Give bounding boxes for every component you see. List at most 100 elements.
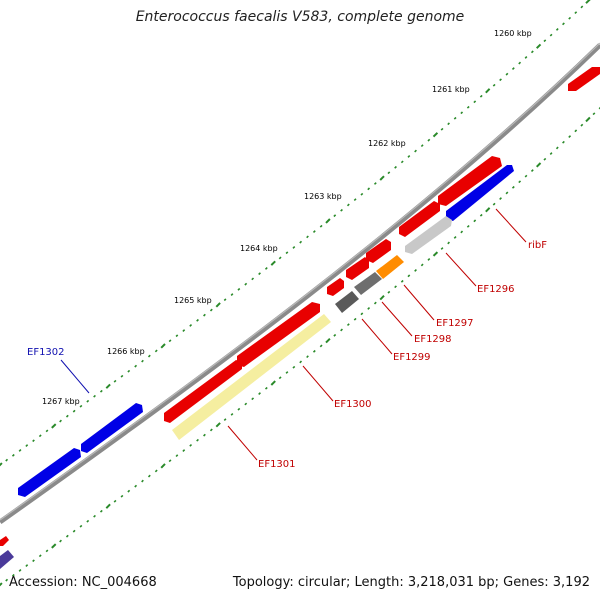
guide-dot: [141, 479, 144, 483]
feature-red-1[interactable]: [438, 156, 502, 206]
guide-dot: [11, 573, 15, 577]
guide-dot: [340, 328, 343, 332]
guide-dot: [555, 146, 559, 150]
guide-dot: [524, 56, 528, 59]
guide-dot: [113, 379, 117, 383]
gene-label-EF1300: EF1300: [334, 399, 372, 410]
guide-dot: [264, 386, 268, 390]
guide-dot: [105, 383, 111, 389]
feature-purple-bottom[interactable]: [0, 550, 14, 569]
guide-dot: [518, 180, 522, 184]
guide-dot: [585, 0, 591, 4]
guide-dot: [264, 267, 268, 270]
tick-label-1260: 1260 kbp: [494, 29, 532, 38]
feature-red-bottom[interactable]: [0, 536, 9, 546]
guide-dot: [460, 111, 464, 115]
guide-dot: [360, 192, 364, 196]
guide-dot: [535, 43, 542, 49]
guide-dot: [319, 224, 323, 228]
guide-dot: [432, 251, 439, 257]
feature-red-5[interactable]: [327, 278, 344, 296]
feature-red-top[interactable]: [568, 67, 600, 91]
guide-dot: [524, 174, 528, 178]
feature-EF1296[interactable]: [405, 216, 452, 254]
tick-label-1265: 1265 kbp: [174, 296, 212, 305]
guide-dot: [585, 116, 591, 123]
guide-dot: [127, 369, 131, 373]
guide-dot: [333, 214, 337, 218]
guide-dot: [440, 247, 444, 250]
guide-dot: [154, 349, 158, 353]
guide-dot: [120, 374, 124, 378]
guide-dot: [270, 380, 276, 386]
guide-dot: [379, 175, 385, 181]
dotted-guide-lines: [0, 0, 600, 587]
guide-dot: [160, 343, 166, 349]
guide-dot: [79, 404, 83, 408]
guide-dot: [555, 28, 559, 31]
feature-EF1302-b[interactable]: [18, 448, 81, 497]
guide-dot: [113, 499, 117, 503]
guide-dot: [479, 213, 483, 217]
guide-dot: [379, 295, 385, 301]
guide-dot: [258, 392, 261, 395]
guide-dot: [325, 218, 331, 224]
guide-dot: [196, 438, 199, 442]
tick-label-1261: 1261 kbp: [432, 85, 470, 94]
guide-dot: [473, 219, 477, 223]
guide-dot: [447, 241, 450, 245]
guide-dot: [580, 5, 584, 9]
guide-dot: [453, 116, 457, 120]
feature-red-2[interactable]: [399, 201, 440, 237]
guide-dot: [549, 152, 553, 155]
guide-dot: [93, 514, 96, 518]
guide-dot: [562, 140, 565, 144]
guide-dot: [105, 503, 111, 509]
tick-label-1263: 1263 kbp: [304, 192, 342, 201]
guide-dot: [182, 449, 186, 452]
guide-dot: [51, 543, 57, 549]
feature-EF1301[interactable]: [172, 314, 331, 440]
guide-dot: [147, 474, 151, 478]
feature-red-3[interactable]: [366, 239, 391, 263]
guide-dot: [518, 61, 522, 65]
label-leader-EF1302: [60, 359, 90, 394]
tick-label-1262: 1262 kbp: [368, 139, 406, 148]
guide-dot: [543, 39, 547, 43]
guide-dot: [45, 429, 49, 433]
guide-dot: [466, 105, 470, 109]
guide-dot: [420, 263, 424, 267]
guide-dot: [479, 94, 483, 98]
guide-dot: [38, 434, 42, 438]
guide-dot: [237, 407, 241, 411]
guide-dot: [460, 230, 464, 234]
feature-EF1300-b[interactable]: [164, 360, 242, 423]
guide-dot: [72, 409, 76, 413]
guide-dot: [32, 439, 35, 443]
guide-dot: [427, 258, 431, 261]
guide-dot: [485, 207, 491, 213]
guide-dot: [79, 524, 83, 528]
guide-dot: [203, 433, 206, 437]
feature-EF1297[interactable]: [376, 255, 404, 279]
guide-dot: [394, 285, 397, 289]
feature-EF1300-a[interactable]: [237, 302, 320, 367]
guide-dot: [32, 559, 35, 563]
guide-dot: [499, 197, 502, 200]
guide-dot: [568, 135, 572, 138]
feature-red-4[interactable]: [346, 257, 369, 280]
guide-dot: [407, 274, 411, 278]
guide-dot: [580, 123, 584, 127]
guide-dot: [505, 191, 509, 195]
guide-dot: [270, 260, 276, 266]
guide-dot: [574, 11, 578, 14]
gene-label-ribF: ribF: [528, 240, 547, 251]
guide-dot: [306, 355, 309, 359]
guide-dot: [319, 344, 323, 348]
guide-dot: [189, 324, 193, 327]
feature-ribF[interactable]: [446, 165, 514, 221]
feature-EF1298[interactable]: [354, 272, 382, 295]
guide-dot: [0, 462, 3, 467]
feature-EF1299[interactable]: [335, 291, 359, 313]
feature-EF1302-a[interactable]: [81, 403, 143, 453]
